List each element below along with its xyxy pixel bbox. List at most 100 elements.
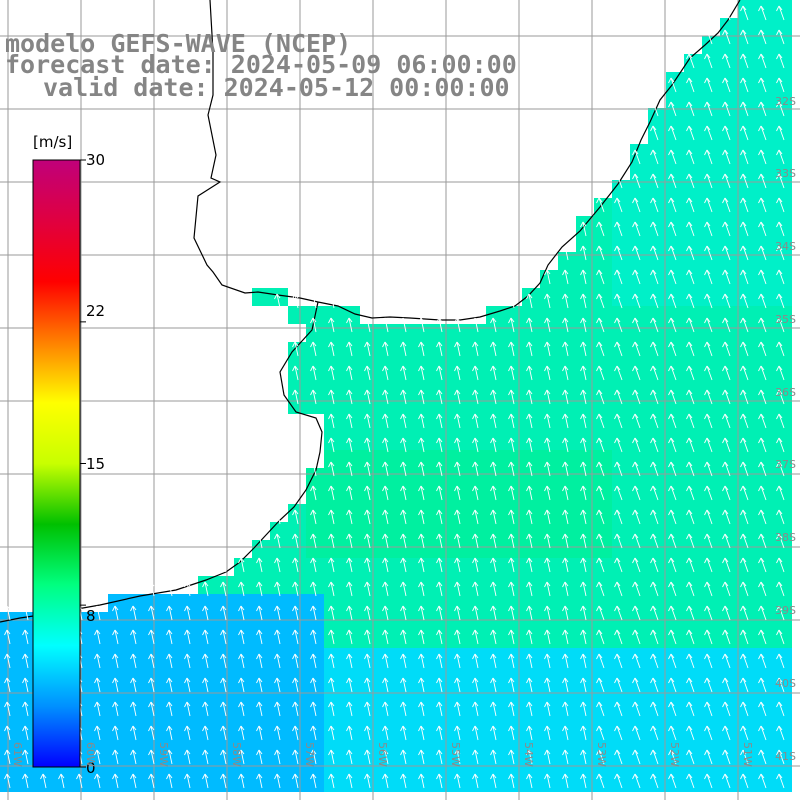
- wind-arrow: [328, 581, 335, 597]
- field-cell: [774, 432, 792, 450]
- wind-arrow: [400, 725, 407, 741]
- field-cell: [738, 720, 756, 738]
- field-cell: [486, 540, 504, 558]
- wind-arrow: [238, 629, 245, 645]
- field-cell: [0, 756, 18, 774]
- field-cell: [702, 630, 720, 648]
- field-cell: [630, 594, 648, 612]
- wind-arrow: [418, 605, 425, 621]
- colorbar-unit-label: [m/s]: [31, 133, 75, 151]
- field-cell: [720, 54, 738, 72]
- wind-arrow: [650, 125, 659, 141]
- wind-arrow: [256, 725, 263, 741]
- field-cell: [702, 720, 720, 738]
- wind-arrow: [776, 197, 785, 213]
- field-cell: [594, 396, 612, 414]
- wind-arrow: [508, 509, 515, 525]
- field-cell: [630, 180, 648, 198]
- field-cell: [756, 648, 774, 666]
- wind-arrow: [454, 773, 461, 789]
- field-cell: [594, 450, 612, 468]
- wind-arrow: [776, 533, 785, 549]
- field-cell: [756, 378, 774, 396]
- field-cell: [648, 558, 666, 576]
- wind-arrow: [418, 461, 425, 477]
- field-cell: [486, 756, 504, 774]
- field-cell: [738, 432, 756, 450]
- field-cell: [774, 558, 792, 576]
- wind-arrow: [274, 581, 281, 597]
- field-cell: [648, 108, 666, 126]
- wind-arrow: [526, 581, 533, 597]
- wind-arrow: [148, 725, 155, 741]
- field-cell: [162, 612, 180, 630]
- wind-arrow: [418, 557, 425, 573]
- wind-arrow: [650, 605, 659, 621]
- wind-arrow: [562, 725, 569, 741]
- wind-arrow: [292, 389, 299, 405]
- field-cell: [144, 738, 162, 756]
- wind-arrow: [650, 245, 659, 261]
- wind-arrow: [346, 653, 353, 669]
- field-cell: [666, 540, 684, 558]
- wind-arrow: [508, 605, 515, 621]
- wind-arrow: [472, 581, 479, 597]
- field-cell: [306, 738, 324, 756]
- wind-arrow: [310, 773, 317, 789]
- wind-arrow: [346, 677, 353, 693]
- field-cell: [774, 414, 792, 432]
- wind-arrow: [364, 677, 371, 693]
- wind-arrow: [776, 629, 785, 645]
- wind-arrow: [580, 341, 587, 357]
- field-cell: [738, 612, 756, 630]
- wind-arrow: [704, 77, 713, 93]
- wind-arrow: [650, 509, 659, 525]
- field-cell: [684, 90, 702, 108]
- wind-arrow: [346, 485, 353, 501]
- wind-arrow: [632, 317, 641, 333]
- wind-arrow: [436, 749, 443, 765]
- colorbar-tick-label: 30: [86, 151, 106, 169]
- wind-arrow: [400, 581, 407, 597]
- field-cell: [0, 666, 18, 684]
- field-cell: [594, 720, 612, 738]
- lon-label: 57W: [303, 742, 316, 767]
- wind-arrow: [472, 557, 479, 573]
- wind-arrow: [526, 725, 533, 741]
- wind-arrow: [740, 53, 749, 69]
- field-cell: [576, 666, 594, 684]
- field-cell: [306, 522, 324, 540]
- field-cell: [630, 324, 648, 342]
- field-cell: [522, 738, 540, 756]
- wind-arrow: [776, 557, 785, 573]
- field-cell: [666, 576, 684, 594]
- field-cell: [630, 306, 648, 324]
- field-cell: [702, 540, 720, 558]
- field-cell: [414, 738, 432, 756]
- field-cell: [342, 738, 360, 756]
- wind-arrow: [580, 701, 587, 717]
- field-cell: [738, 126, 756, 144]
- field-cell: [18, 756, 36, 774]
- wind-arrow: [382, 629, 389, 645]
- field-cell: [594, 774, 612, 792]
- wind-arrow: [274, 701, 281, 717]
- wind-arrow: [166, 773, 173, 789]
- wind-arrow: [758, 557, 767, 573]
- field-cell: [774, 774, 792, 792]
- wind-arrow: [614, 629, 623, 645]
- wind-arrow: [472, 677, 479, 693]
- field-cell: [666, 486, 684, 504]
- field-cell: [720, 360, 738, 378]
- colorbar-tick-label: 8: [86, 607, 96, 625]
- field-cell: [306, 540, 324, 558]
- wind-arrow: [614, 557, 623, 573]
- wind-arrow: [758, 581, 767, 597]
- wind-arrow: [776, 461, 785, 477]
- field-cell: [648, 432, 666, 450]
- wind-arrow: [650, 485, 659, 501]
- wind-arrow: [364, 317, 371, 333]
- wind-arrow: [454, 365, 461, 381]
- wind-arrow: [596, 221, 605, 237]
- wind-arrow: [472, 629, 479, 645]
